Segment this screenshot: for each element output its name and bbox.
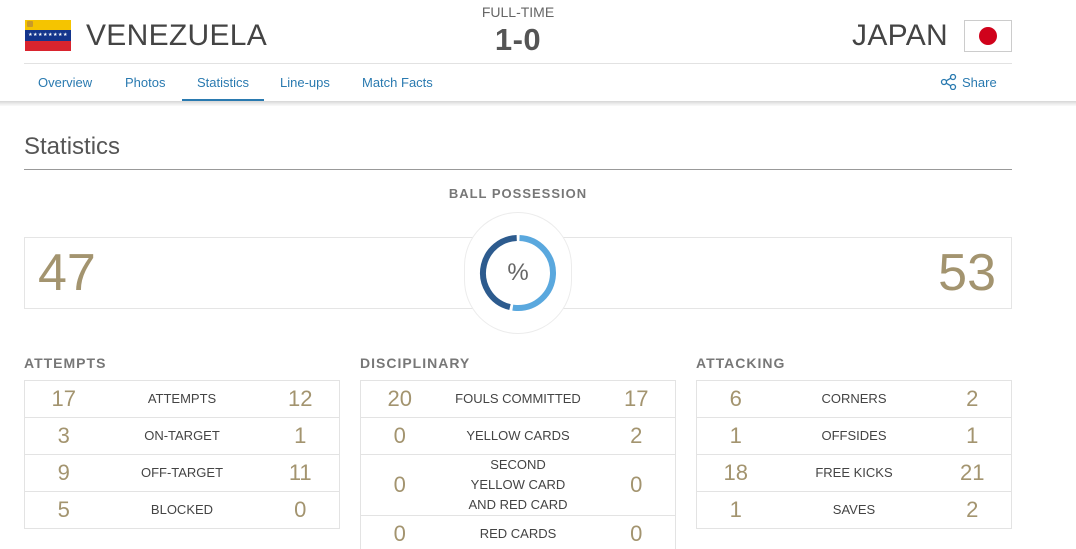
nav-shadow: [0, 101, 1076, 106]
stat-label: FREE KICKS: [774, 454, 934, 492]
attacking-title: ATTACKING: [696, 355, 786, 371]
tabs-divider: [24, 63, 1012, 64]
possession-away-arc: [480, 235, 556, 311]
stat-label: SECOND YELLOW CARD AND RED CARD: [438, 454, 598, 516]
home-value: 1: [696, 491, 775, 529]
home-value: 20: [360, 380, 439, 418]
table-row: 6 CORNERS 2: [696, 380, 1012, 418]
away-value: 2: [933, 380, 1012, 418]
away-value: 11: [261, 454, 340, 492]
possession-label: BALL POSSESSION: [448, 186, 588, 201]
section-divider: [24, 169, 1012, 170]
table-row: 0 SECOND YELLOW CARD AND RED CARD 0: [360, 454, 676, 516]
stat-label: FOULS COMMITTED: [438, 380, 598, 418]
table-row: 1 OFFSIDES 1: [696, 417, 1012, 455]
home-value: 0: [360, 417, 439, 455]
share-button[interactable]: Share: [940, 64, 997, 102]
attempts-table: 17 ATTEMPTS 12 3 ON-TARGET 1 9 OFF-TARGE…: [24, 380, 340, 529]
table-row: 18 FREE KICKS 21: [696, 454, 1012, 492]
japan-flag-icon: [964, 20, 1012, 52]
share-icon: [940, 73, 957, 91]
stat-label: SAVES: [774, 491, 934, 529]
away-value: 17: [597, 380, 676, 418]
home-team-name[interactable]: VENEZUELA: [86, 19, 268, 52]
table-row: 1 SAVES 2: [696, 491, 1012, 529]
home-value: 3: [24, 417, 103, 455]
venezuela-flag-icon: ★★★★★★★★: [25, 20, 71, 51]
stat-label: RED CARDS: [438, 515, 598, 549]
match-status: FULL-TIME: [481, 4, 555, 20]
section-title: Statistics: [24, 133, 121, 160]
home-value: 6: [696, 380, 775, 418]
tab-overview[interactable]: Overview: [38, 75, 93, 90]
table-row: 0 YELLOW CARDS 2: [360, 417, 676, 455]
stat-label: BLOCKED: [102, 491, 262, 529]
stat-label: OFFSIDES: [774, 417, 934, 455]
stat-label: CORNERS: [774, 380, 934, 418]
tab-line-ups[interactable]: Line-ups: [280, 75, 330, 90]
stat-label: OFF-TARGET: [102, 454, 262, 492]
home-value: 0: [360, 515, 439, 549]
match-score: 1-0: [494, 22, 542, 57]
table-row: 0 RED CARDS 0: [360, 515, 676, 549]
home-value: 17: [24, 380, 103, 418]
table-row: 3 ON-TARGET 1: [24, 417, 340, 455]
attacking-table: 6 CORNERS 2 1 OFFSIDES 1 18 FREE KICKS 2…: [696, 380, 1012, 529]
away-value: 0: [261, 491, 340, 529]
attempts-title: ATTEMPTS: [24, 355, 107, 371]
tab-photos[interactable]: Photos: [125, 75, 166, 90]
possession-away-value: 53: [938, 244, 996, 302]
home-value: 1: [696, 417, 775, 455]
away-value: 1: [933, 417, 1012, 455]
away-value: 0: [597, 454, 676, 516]
home-value: 0: [360, 454, 439, 516]
table-row: 5 BLOCKED 0: [24, 491, 340, 529]
away-value: 12: [261, 380, 340, 418]
possession-home-arc: [479, 235, 556, 311]
tab-match-facts[interactable]: Match Facts: [362, 75, 433, 90]
table-row: 20 FOULS COMMITTED 17: [360, 380, 676, 418]
away-team-name[interactable]: JAPAN: [852, 19, 948, 52]
away-value: 2: [597, 417, 676, 455]
match-header: ★★★★★★★★ VENEZUELA FULL-TIME 1-0 JAPAN: [0, 0, 1076, 64]
possession-home-value: 47: [38, 244, 96, 302]
possession-donut-chart: [479, 235, 556, 311]
home-value: 18: [696, 454, 775, 492]
tab-statistics[interactable]: Statistics: [182, 64, 265, 102]
table-row: 17 ATTEMPTS 12: [24, 380, 340, 418]
away-value: 1: [261, 417, 340, 455]
percent-symbol: %: [507, 259, 529, 286]
away-value: 21: [933, 454, 1012, 492]
table-row: 9 OFF-TARGET 11: [24, 454, 340, 492]
home-value: 5: [24, 491, 103, 529]
disciplinary-table: 20 FOULS COMMITTED 17 0 YELLOW CARDS 2 0…: [360, 380, 676, 549]
share-label: Share: [962, 75, 997, 90]
disciplinary-title: DISCIPLINARY: [360, 355, 471, 371]
stat-label: ON-TARGET: [102, 417, 262, 455]
home-value: 9: [24, 454, 103, 492]
away-value: 0: [597, 515, 676, 549]
stat-label: YELLOW CARDS: [438, 417, 598, 455]
away-value: 2: [933, 491, 1012, 529]
stat-label: ATTEMPTS: [102, 380, 262, 418]
